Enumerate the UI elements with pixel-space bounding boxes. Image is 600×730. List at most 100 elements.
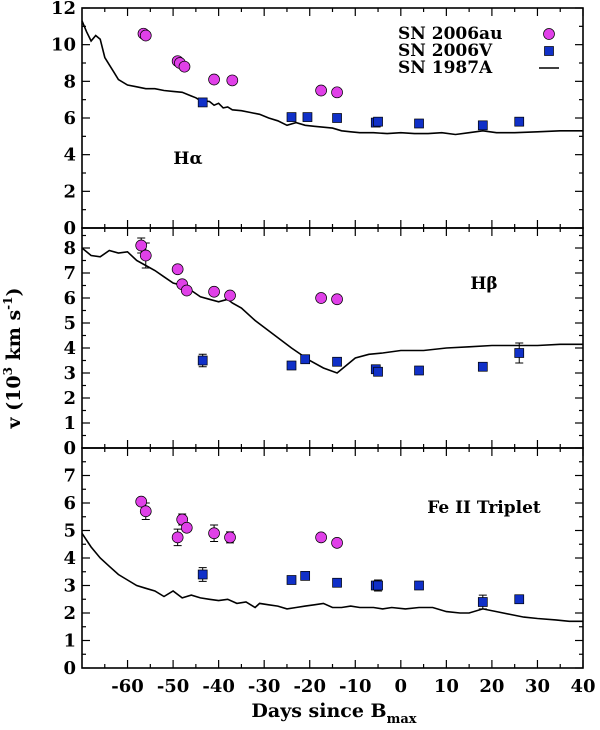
x-tick-label: -30 <box>248 676 281 697</box>
sn2006v-point <box>197 355 208 366</box>
y-tick-label: 3 <box>63 576 76 597</box>
sn2006au-point <box>171 531 184 544</box>
sn2006au-point <box>180 521 193 534</box>
y-axis-title-sup2: -1 <box>1 297 15 310</box>
sn2006v-point <box>300 571 311 581</box>
sn2006au-point <box>171 263 184 276</box>
sn2006au-point <box>331 537 343 549</box>
sn2006au-point <box>139 249 152 262</box>
x-axis-title-subscript: max <box>387 712 417 727</box>
legend-marker-circle <box>543 28 555 40</box>
x-tick-label: -50 <box>157 676 190 697</box>
x-tick-label: -60 <box>111 676 144 697</box>
y-tick-label: 6 <box>63 108 76 129</box>
panel-2: 0 1 2 3 4 5 6 7 8 Hβ <box>63 227 584 459</box>
y-tick-label: 6 <box>63 288 76 309</box>
sn2006v-point <box>414 118 424 129</box>
y-tick-label: 10 <box>51 35 76 56</box>
x-tick-label: 0 <box>395 676 408 697</box>
y-tick-label: 1 <box>63 631 76 652</box>
y-tick-label: 8 <box>63 71 76 92</box>
sn2006au-point <box>139 505 152 518</box>
y-tick-label: 2 <box>63 603 76 624</box>
sn2006v-point <box>197 569 208 580</box>
sn2006v-point <box>332 356 342 367</box>
x-tick-label: 20 <box>479 676 504 697</box>
sn2006v-point <box>332 113 342 123</box>
y-tick-label: 3 <box>63 363 76 384</box>
panel-label: Fe II Triplet <box>427 498 541 518</box>
y-tick-label: 7 <box>63 466 76 487</box>
sn2006v-point <box>477 597 488 607</box>
y-tick-label: 4 <box>63 338 76 359</box>
sn2006au-point <box>315 292 327 304</box>
sn2006au-point <box>178 60 191 73</box>
legend-marker-square <box>544 46 554 56</box>
sn2006au-point <box>331 86 343 99</box>
y-tick-label: 6 <box>63 493 76 514</box>
x-tick-label: -40 <box>202 676 235 697</box>
y-tick-label: 5 <box>63 313 76 334</box>
legend-label: SN 1987A <box>398 58 493 78</box>
sn2006v-point <box>477 120 488 131</box>
legend-label: SN 2006V <box>398 41 493 61</box>
sn2006v-point <box>373 366 383 377</box>
sn2006au-point <box>224 289 236 302</box>
sn2006au-point <box>208 73 220 86</box>
x-tick-label: -20 <box>293 676 326 697</box>
x-tick-label: 40 <box>570 676 595 697</box>
legend-label: SN 2006au <box>398 24 502 44</box>
x-tick-label: 10 <box>434 676 459 697</box>
y-tick-label: 1 <box>63 413 76 434</box>
sn1987a-line <box>81 247 583 374</box>
sn2006v-point <box>373 116 383 127</box>
panel-3: 0 1 2 3 4 5 6 7 -60 -50 -40 -30 -20 -10 0 10 20 30 40 Fe II… <box>63 447 596 697</box>
y-tick-label: 5 <box>63 521 76 542</box>
sn2006v-point <box>514 116 525 127</box>
sn2006au-point <box>315 84 327 97</box>
y-axis-title-end: ) <box>3 288 25 297</box>
sn2006au-point <box>135 495 148 508</box>
sn2006v-point <box>286 360 297 371</box>
x-tick-label: -10 <box>339 676 372 697</box>
sn2006v-point <box>300 354 311 365</box>
x-axis-title: Days since Bmax <box>251 700 416 727</box>
sn2006v-point <box>514 594 525 605</box>
y-tick-label: 0 <box>63 438 76 459</box>
sn2006au-point <box>226 74 239 87</box>
sn2006au-point <box>208 285 220 298</box>
y-tick-label: 4 <box>63 548 76 569</box>
sn2006au-point <box>224 531 236 544</box>
panel-frame <box>81 447 584 669</box>
y-tick-label: 2 <box>63 388 76 409</box>
panel-frame <box>81 227 584 449</box>
panel-label: Hα <box>173 149 202 169</box>
y-tick-label: 2 <box>63 181 76 202</box>
sn2006v-point <box>477 361 488 372</box>
sn2006au-point <box>139 29 152 42</box>
y-axis-title-sup1: 3 <box>1 367 15 375</box>
y-tick-label: 4 <box>63 145 76 166</box>
sn2006v-point <box>332 577 342 588</box>
y-tick-label: 7 <box>63 263 76 284</box>
y-tick-label: 0 <box>63 218 76 239</box>
sn1987a-line <box>81 532 583 623</box>
sn2006au-point <box>180 284 193 297</box>
sn2006au-point <box>331 293 343 306</box>
sn2006au-point <box>315 531 327 544</box>
sn2006v-point <box>414 580 424 591</box>
sn2006v-point <box>302 112 313 122</box>
sn2006v-point <box>197 97 208 108</box>
y-tick-label: 12 <box>51 0 76 19</box>
panel-1: 0 2 4 6 8 10 12 Hα <box>51 0 584 239</box>
y-axis-title-mid: km s <box>3 310 25 367</box>
sn2006v-point <box>286 575 297 585</box>
sn2006v-point <box>373 580 383 591</box>
sn2006v-point <box>514 348 525 358</box>
sn2006au-point <box>208 527 220 540</box>
y-tick-label: 8 <box>63 238 76 259</box>
sn2006v-point <box>414 365 424 376</box>
